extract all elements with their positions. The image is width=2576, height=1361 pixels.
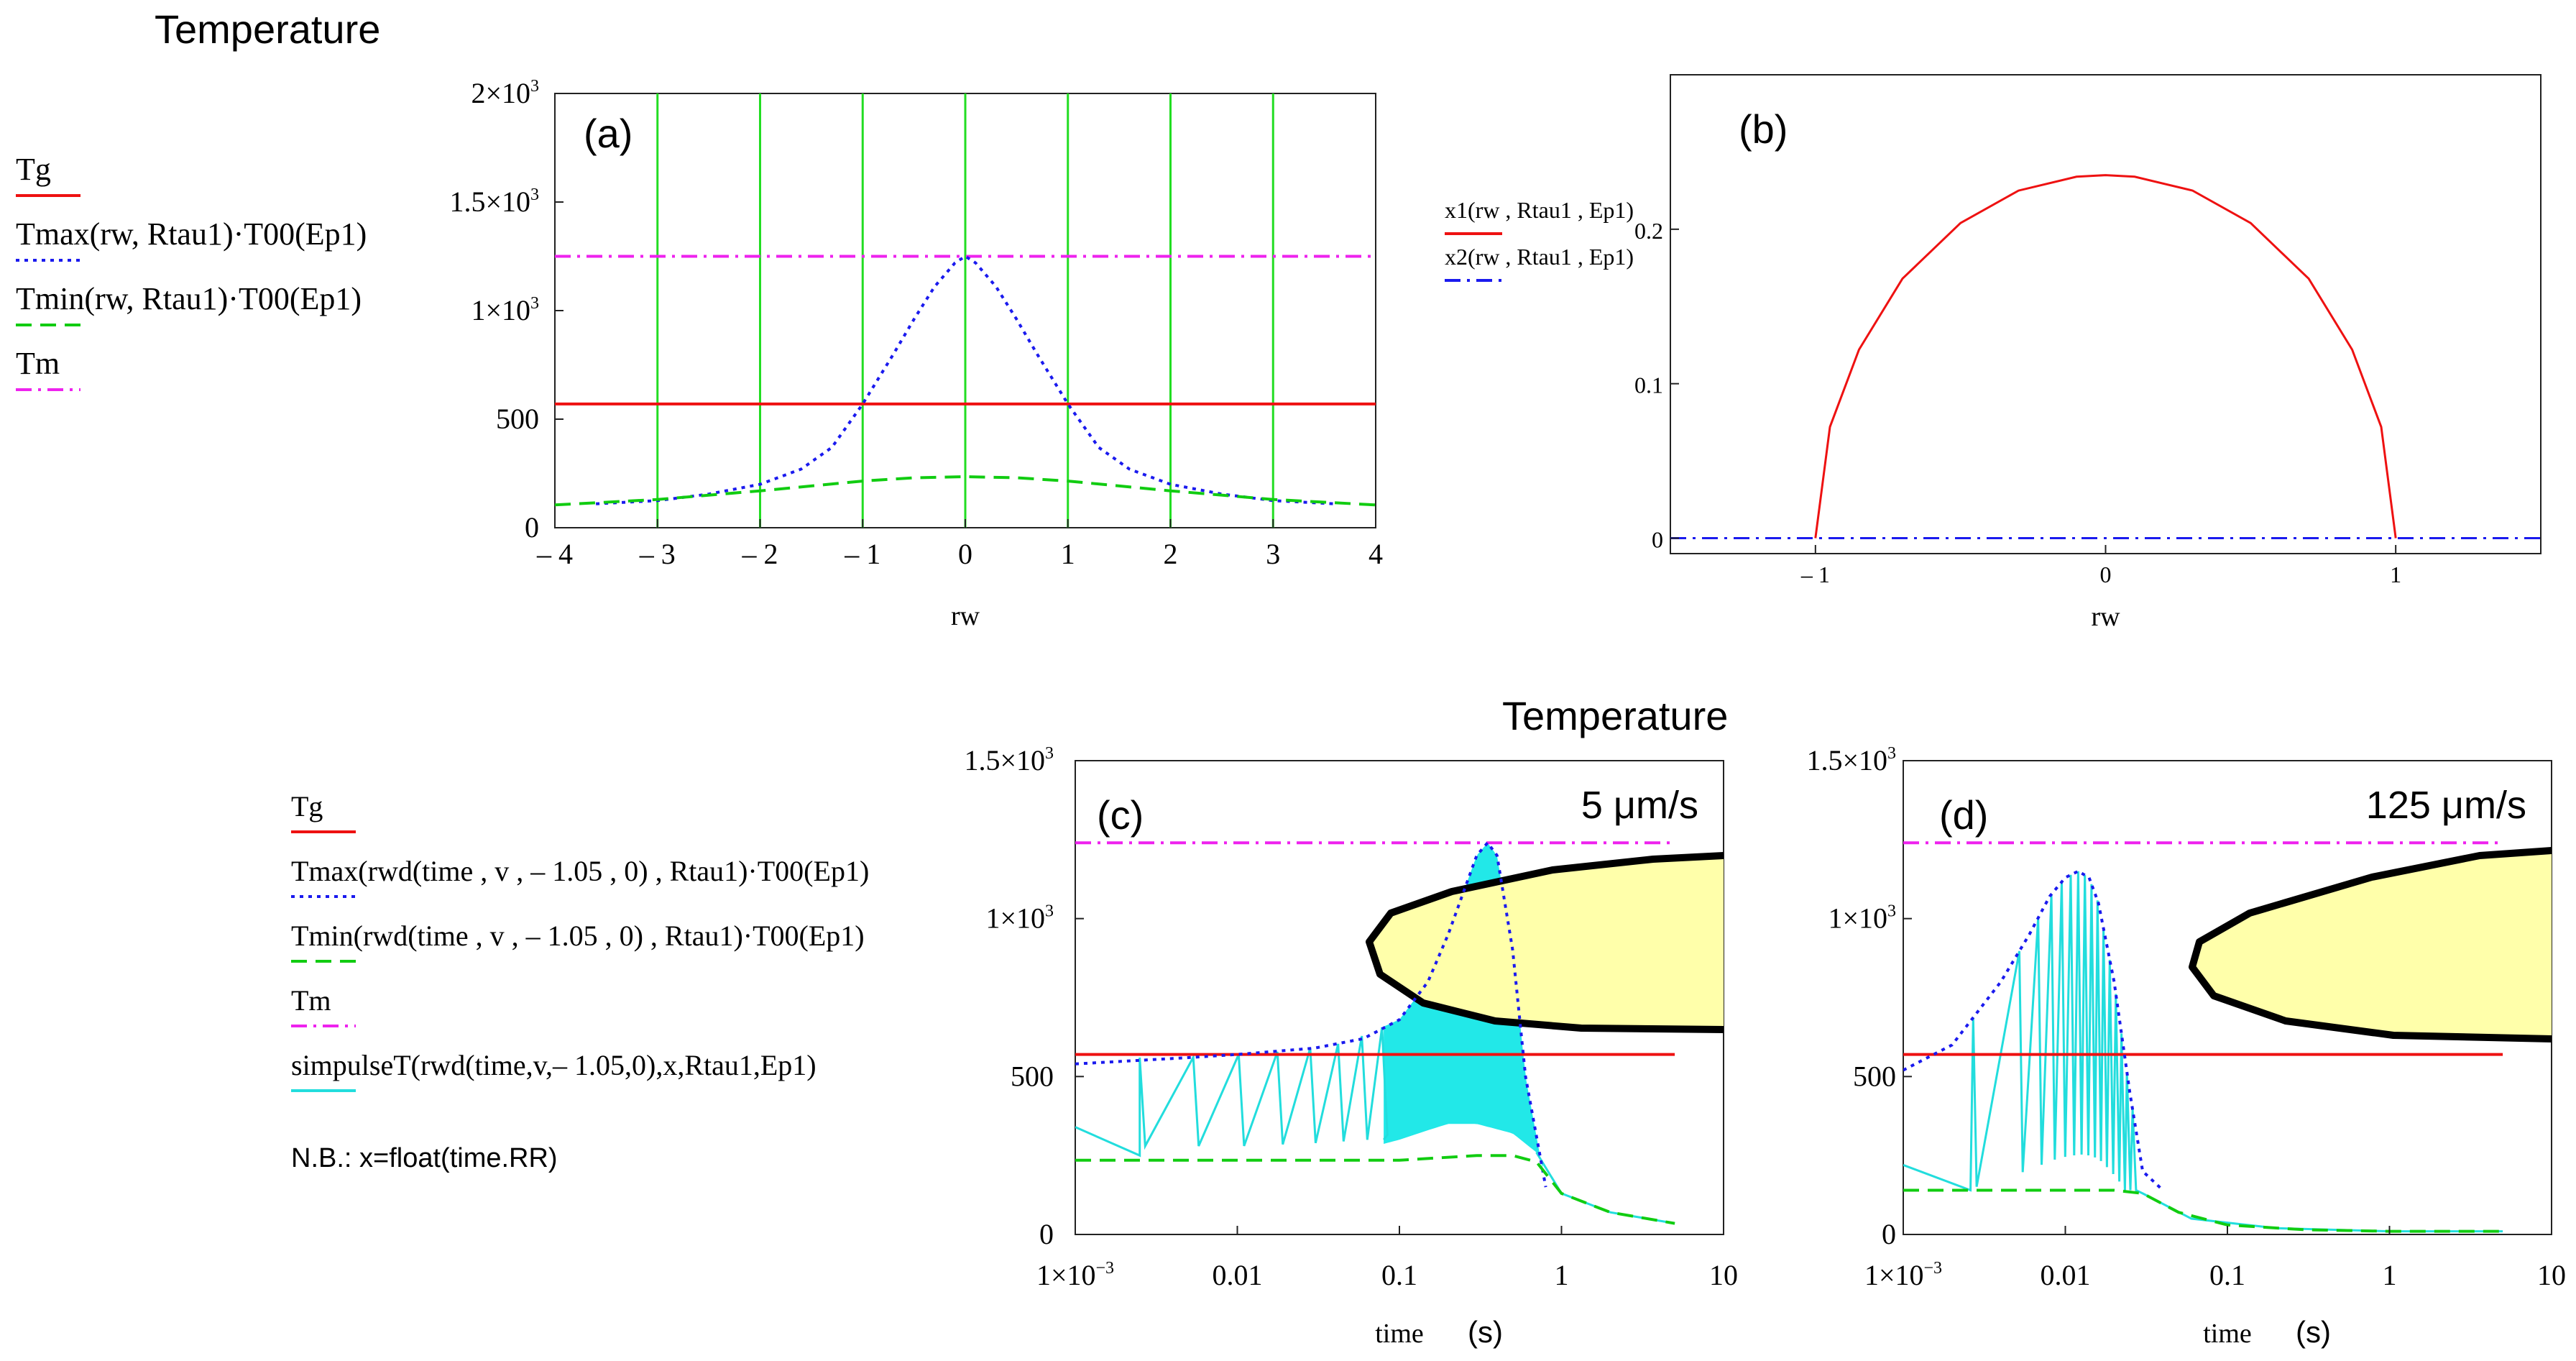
heading-temperature-bottom: Temperature [1502, 693, 1728, 738]
plot-area-a [555, 255, 1376, 507]
plot-area-d [1903, 841, 2552, 1233]
plot-area-c [1075, 840, 1724, 1225]
series-tmax-c [1075, 840, 1547, 1188]
x-axis-unit-c: (s) [1468, 1315, 1503, 1349]
x-tick-label-a: – 3 [639, 538, 676, 570]
legend-b-label: x2(rw , Rtau1 , Ep1) [1445, 244, 1634, 270]
x-axis-label-a: rw [951, 601, 980, 631]
legend-cd-label: Tmin(rwd(time , v , – 1.05 , 0) , Rtau1)… [291, 920, 865, 952]
legend-cd-label: simpulseT(rwd(time,v,– 1.05,0),x,Rtau1,E… [291, 1049, 816, 1081]
y-tick-label-a: 2×103 [471, 77, 539, 109]
series-tmin-c [1075, 1154, 1675, 1225]
x-tick-label-c: 0.1 [1381, 1259, 1417, 1291]
panel-label-a: (a) [584, 111, 632, 156]
series-tmin-a [555, 475, 1376, 507]
legend-b: x1(rw , Rtau1 , Ep1) x2(rw , Rtau1 , Ep1) [1445, 197, 1634, 282]
plot-area-b [1670, 174, 2541, 539]
speed-label-d: 125 μm/s [2366, 784, 2526, 827]
x-tick-label-a: – 4 [536, 538, 573, 570]
x-tick-label-b: 1 [2390, 562, 2401, 587]
panel-a: – 4 – 3 – 2 – 1 0 1 2 3 4 0 500 1×103 1.5×103 2×103 rw… [449, 77, 1383, 631]
legend-a-label: Tm [16, 346, 60, 381]
legend-cd-label: Tm [291, 984, 331, 1017]
plot-frame-b [1670, 74, 2542, 554]
panel-label-d: (d) [1939, 792, 1988, 838]
legend-b-label: x1(rw , Rtau1 , Ep1) [1445, 197, 1634, 223]
panel-b: – 1 0 1 0 0.1 0.2 rw (b) [1634, 74, 2542, 632]
x-tick-label-a: 3 [1266, 538, 1280, 570]
legend-cd-label: Tmax(rwd(time , v , – 1.05 , 0) , Rtau1)… [291, 855, 869, 887]
legend-cd-label: Tg [291, 790, 323, 822]
x-tick-label-a: 0 [958, 538, 972, 570]
y-tick-label-c: 500 [1011, 1060, 1054, 1092]
melt-region-d [2189, 847, 2552, 1042]
y-tick-label-d: 1×103 [1828, 902, 1896, 935]
series-tmax-a [595, 255, 1335, 505]
x-axis-label-c: time [1375, 1319, 1424, 1349]
speed-label-c: 5 μm/s [1581, 784, 1698, 827]
y-tick-label-c: 1.5×103 [964, 744, 1054, 776]
y-tick-label-c-exponent: 3 [1045, 744, 1054, 763]
x-tick-label-d: 10 [2537, 1259, 2566, 1291]
y-tick-label-b: 0.1 [1634, 372, 1663, 398]
y-tick-label-c: 0 [1039, 1218, 1054, 1250]
y-tick-label-b: 0.2 [1634, 218, 1663, 244]
y-tick-label-a-exponent: 3 [530, 185, 539, 204]
y-tick-label-a: 500 [496, 403, 539, 435]
x-tick-label-b: 0 [2100, 562, 2112, 587]
y-tick-label-d: 1.5×103 [1806, 744, 1896, 776]
y-tick-label-a-exponent: 3 [530, 294, 539, 313]
y-tick-label-a: 1.5×103 [449, 185, 539, 218]
series-tmin-d [1903, 1188, 2503, 1233]
series-simpulset-c [1075, 1027, 1389, 1158]
legend-a-label: Tmax(rw, Rtau1)·T00(Ep1) [16, 216, 367, 252]
legend-a-label: Tmin(rw, Rtau1)·T00(Ep1) [16, 281, 362, 316]
y-tick-label-d-exponent: 3 [1887, 744, 1896, 763]
x-tick-label-d: 0.1 [2209, 1259, 2245, 1291]
legend-a-label: Tg [16, 152, 51, 187]
panel-c: 1×10−3 0.01 0.1 1 10 0 500 1×103 1.5×103 time (s) (… [964, 744, 1738, 1349]
x-tick-label-d: 1 [2383, 1259, 2397, 1291]
x-axis-label-d: time [2203, 1319, 2252, 1349]
x-tick-label-d: 1×10−3 [1864, 1259, 1942, 1291]
x-axis-unit-d: (s) [2296, 1315, 2331, 1349]
x-tick-label-c: 0.01 [1213, 1259, 1263, 1291]
y-tick-label-d: 500 [1853, 1060, 1896, 1092]
y-tick-label-a: 1×103 [471, 294, 539, 326]
x-tick-label-a: 1 [1061, 538, 1075, 570]
x-axis-label-b: rw [2091, 602, 2120, 632]
x-tick-label-a: 2 [1164, 538, 1178, 570]
heading-temperature-top: Temperature [155, 6, 380, 52]
series-x1-b [1814, 174, 2397, 539]
x-tick-label-d-exponent: −3 [1924, 1259, 1943, 1278]
y-tick-label-a: 0 [525, 511, 539, 544]
panel-label-c: (c) [1097, 792, 1144, 838]
x-tick-label-c: 1 [1555, 1259, 1569, 1291]
y-tick-label-d-exponent: 3 [1887, 902, 1896, 921]
series-simpulset-d [1903, 871, 2503, 1233]
x-tick-label-c: 1×10−3 [1036, 1259, 1114, 1291]
panel-label-b: (b) [1739, 106, 1788, 152]
y-tick-label-c: 1×103 [985, 902, 1054, 935]
panel-d: 1×10−3 0.01 0.1 1 10 0 500 1×103 1.5×103 time (s) (… [1806, 744, 2566, 1349]
y-tick-label-d: 0 [1882, 1218, 1896, 1250]
y-tick-label-c-exponent: 3 [1045, 902, 1054, 921]
y-tick-label-a-exponent: 3 [530, 77, 539, 96]
x-tick-label-a: 4 [1368, 538, 1383, 570]
x-tick-label-d: 0.01 [2041, 1259, 2091, 1291]
melt-region-c [1366, 852, 1724, 1033]
x-tick-label-a: – 2 [742, 538, 778, 570]
series-tmax-d [1903, 869, 2164, 1191]
legend-a: Tg Tmax(rw, Rtau1)·T00(Ep1) Tmin(rw, Rtau1… [16, 152, 367, 391]
x-tick-label-c: 10 [1709, 1259, 1738, 1291]
note-text: N.B.: x=float(time.RR) [291, 1143, 558, 1173]
x-tick-label-a: – 1 [844, 538, 880, 570]
x-tick-label-c-exponent: −3 [1096, 1259, 1115, 1278]
x-tick-label-b: – 1 [1800, 562, 1830, 587]
y-tick-label-b: 0 [1652, 527, 1663, 553]
legend-cd: Tg Tmax(rwd(time , v , – 1.05 , 0) , Rtau… [291, 790, 869, 1092]
